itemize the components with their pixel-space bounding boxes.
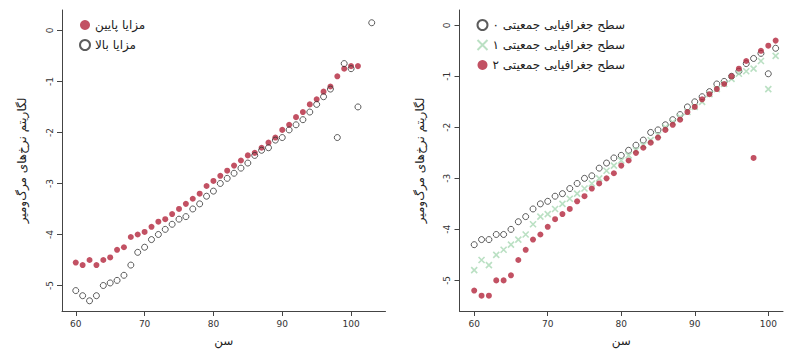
svg-text:لگاریتم نرخ‌های مرگ‌ومیر: لگاریتم نرخ‌های مرگ‌ومیر xyxy=(413,98,428,225)
svg-text:-2: -2 xyxy=(442,123,452,132)
svg-text:70: 70 xyxy=(542,319,554,329)
svg-text:-5: -5 xyxy=(45,281,55,290)
svg-text:-3: -3 xyxy=(442,174,452,183)
svg-text:-3: -3 xyxy=(45,179,55,188)
svg-text:60: 60 xyxy=(468,319,480,329)
svg-text:-2: -2 xyxy=(45,128,55,137)
svg-text:-4: -4 xyxy=(442,225,452,234)
svg-text:0: 0 xyxy=(442,22,452,28)
svg-text:لگاریتم نرخ‌های مرگ‌ومیر: لگاریتم نرخ‌های مرگ‌ومیر xyxy=(15,98,30,225)
svg-text:سن: سن xyxy=(214,334,233,349)
svg-text:سطح جغرافیایی جمعیتی ۲: سطح جغرافیایی جمعیتی ۲ xyxy=(493,58,625,73)
svg-text:مزایا پایین: مزایا پایین xyxy=(95,18,145,33)
svg-text:-1: -1 xyxy=(442,72,452,81)
svg-text:80: 80 xyxy=(208,319,220,329)
svg-text:سطح جغرافیایی جمعیتی ۱: سطح جغرافیایی جمعیتی ۱ xyxy=(493,38,625,53)
svg-text:سن: سن xyxy=(612,334,631,349)
svg-text:90: 90 xyxy=(277,319,289,329)
svg-text:100: 100 xyxy=(342,319,359,329)
svg-text:-1: -1 xyxy=(45,77,55,86)
svg-text:90: 90 xyxy=(689,319,701,329)
svg-text:-4: -4 xyxy=(45,230,55,239)
svg-text:-5: -5 xyxy=(442,276,452,285)
svg-text:0: 0 xyxy=(45,27,55,33)
svg-text:سطح جغرافیایی جمعیتی ۰: سطح جغرافیایی جمعیتی ۰ xyxy=(493,18,625,33)
svg-text:80: 80 xyxy=(616,319,628,329)
svg-text:60: 60 xyxy=(70,319,82,329)
svg-text:100: 100 xyxy=(760,319,777,329)
svg-text:مزایا بالا: مزایا بالا xyxy=(95,38,136,53)
svg-text:70: 70 xyxy=(139,319,151,329)
